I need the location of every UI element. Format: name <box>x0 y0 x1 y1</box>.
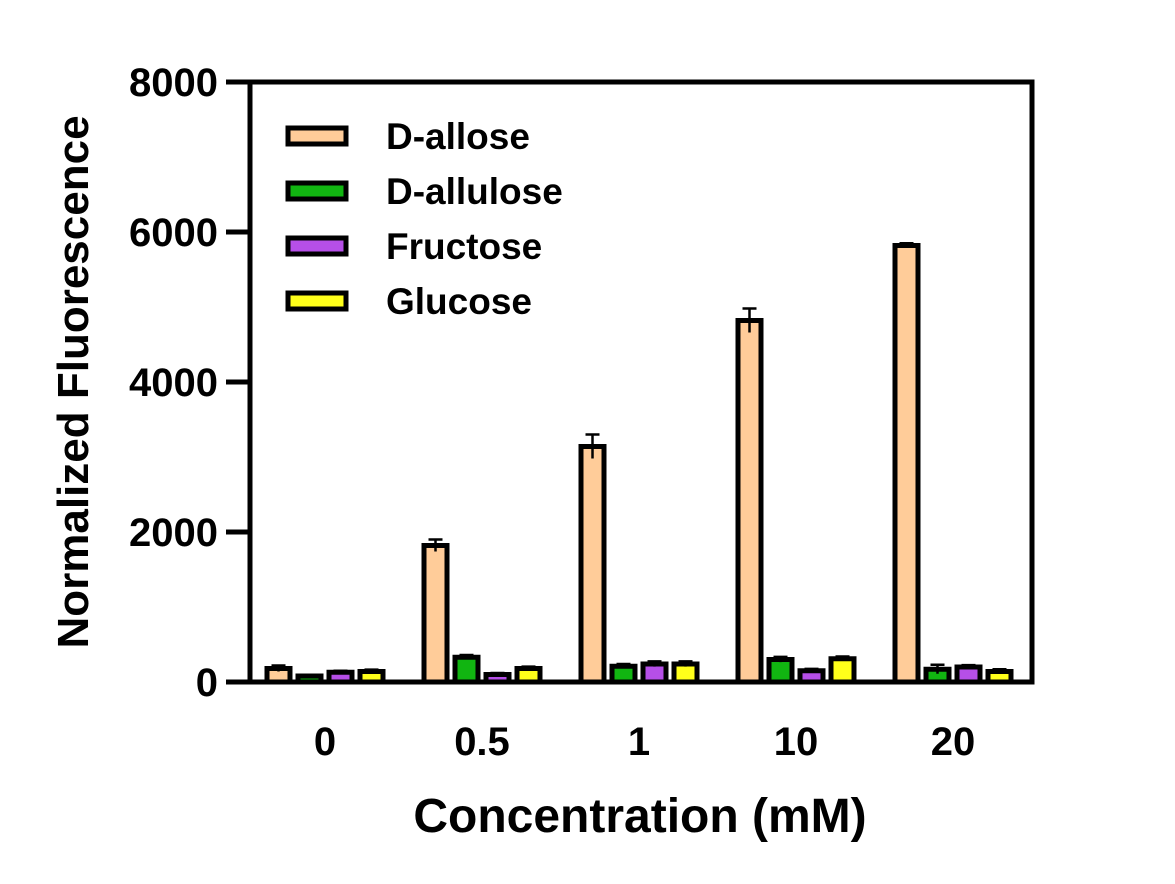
legend: D-allose D-allulose Fructose Glucose <box>285 116 563 322</box>
x-tick-label: 0.5 <box>454 720 510 764</box>
x-tick-label: 20 <box>931 720 976 764</box>
y-tick-label: 0 <box>196 661 218 705</box>
legend-entry-d-allose: D-allose <box>285 116 530 157</box>
x-tick-label: 0 <box>314 720 336 764</box>
legend-swatch <box>285 180 349 202</box>
error-bars-layer <box>271 242 1007 678</box>
bar-d-allose-10 <box>735 318 764 685</box>
error-bar-d-allose-0 <box>271 664 286 672</box>
error-bar-glucose-1 <box>678 660 693 667</box>
legend-entry-glucose: Glucose <box>285 281 532 322</box>
bar-d-allose-0.5 <box>421 543 450 685</box>
error-bar-fructose-10 <box>804 667 819 673</box>
error-bar-d-allulose-0.5 <box>459 653 474 660</box>
error-bar-fructose-20 <box>961 663 976 669</box>
bar-glucose-10 <box>828 656 857 685</box>
error-bar-d-allulose-0 <box>302 673 317 678</box>
error-bar-fructose-0 <box>333 669 348 674</box>
legend-label: D-allose <box>386 116 530 157</box>
legend-entry-fructose: Fructose <box>285 226 542 267</box>
error-bar-d-allose-20 <box>899 242 914 248</box>
error-bar-d-allulose-20 <box>930 663 945 674</box>
legend-swatch <box>285 125 349 147</box>
error-bar-glucose-20 <box>992 668 1007 674</box>
error-bar-glucose-10 <box>835 655 850 661</box>
bar-d-allulose-0.5 <box>452 654 481 685</box>
error-bar-fructose-1 <box>647 660 662 667</box>
y-axis-title: Normalized Fluorescence <box>49 115 98 648</box>
error-bar-glucose-0 <box>364 668 379 674</box>
x-tick-label: 1 <box>628 720 650 764</box>
error-bar-fructose-0.5 <box>490 671 505 676</box>
x-tick-label: 10 <box>774 720 819 764</box>
y-tick-label: 8000 <box>129 61 218 105</box>
axes-layer: 0 0.5 1 10 20 0 2000 4000 6000 8000 <box>129 61 1035 764</box>
error-bar-d-allulose-1 <box>616 662 631 669</box>
y-tick-label: 6000 <box>129 211 218 255</box>
x-axis-title: Concentration (mM) <box>413 790 866 843</box>
legend-label: D-allulose <box>386 171 563 212</box>
error-bar-d-allose-10 <box>742 307 757 333</box>
error-bar-d-allose-1 <box>585 433 600 459</box>
bar-d-allulose-10 <box>766 657 795 685</box>
bar-d-allose-20 <box>892 243 921 685</box>
error-bar-glucose-0.5 <box>521 665 536 671</box>
bars-layer <box>264 243 1014 685</box>
error-bar-d-allulose-10 <box>773 655 788 663</box>
bar-fructose-1 <box>640 661 669 685</box>
bar-d-allose-1 <box>578 444 607 685</box>
legend-swatch <box>285 235 349 257</box>
error-bar-d-allose-0.5 <box>428 538 443 552</box>
y-tick-label: 4000 <box>129 361 218 405</box>
y-tick-label: 2000 <box>129 511 218 555</box>
legend-label: Glucose <box>386 281 532 322</box>
legend-label: Fructose <box>386 226 542 267</box>
bar-glucose-1 <box>671 661 700 685</box>
legend-entry-d-allulose: D-allulose <box>285 171 563 212</box>
legend-swatch <box>285 290 349 312</box>
